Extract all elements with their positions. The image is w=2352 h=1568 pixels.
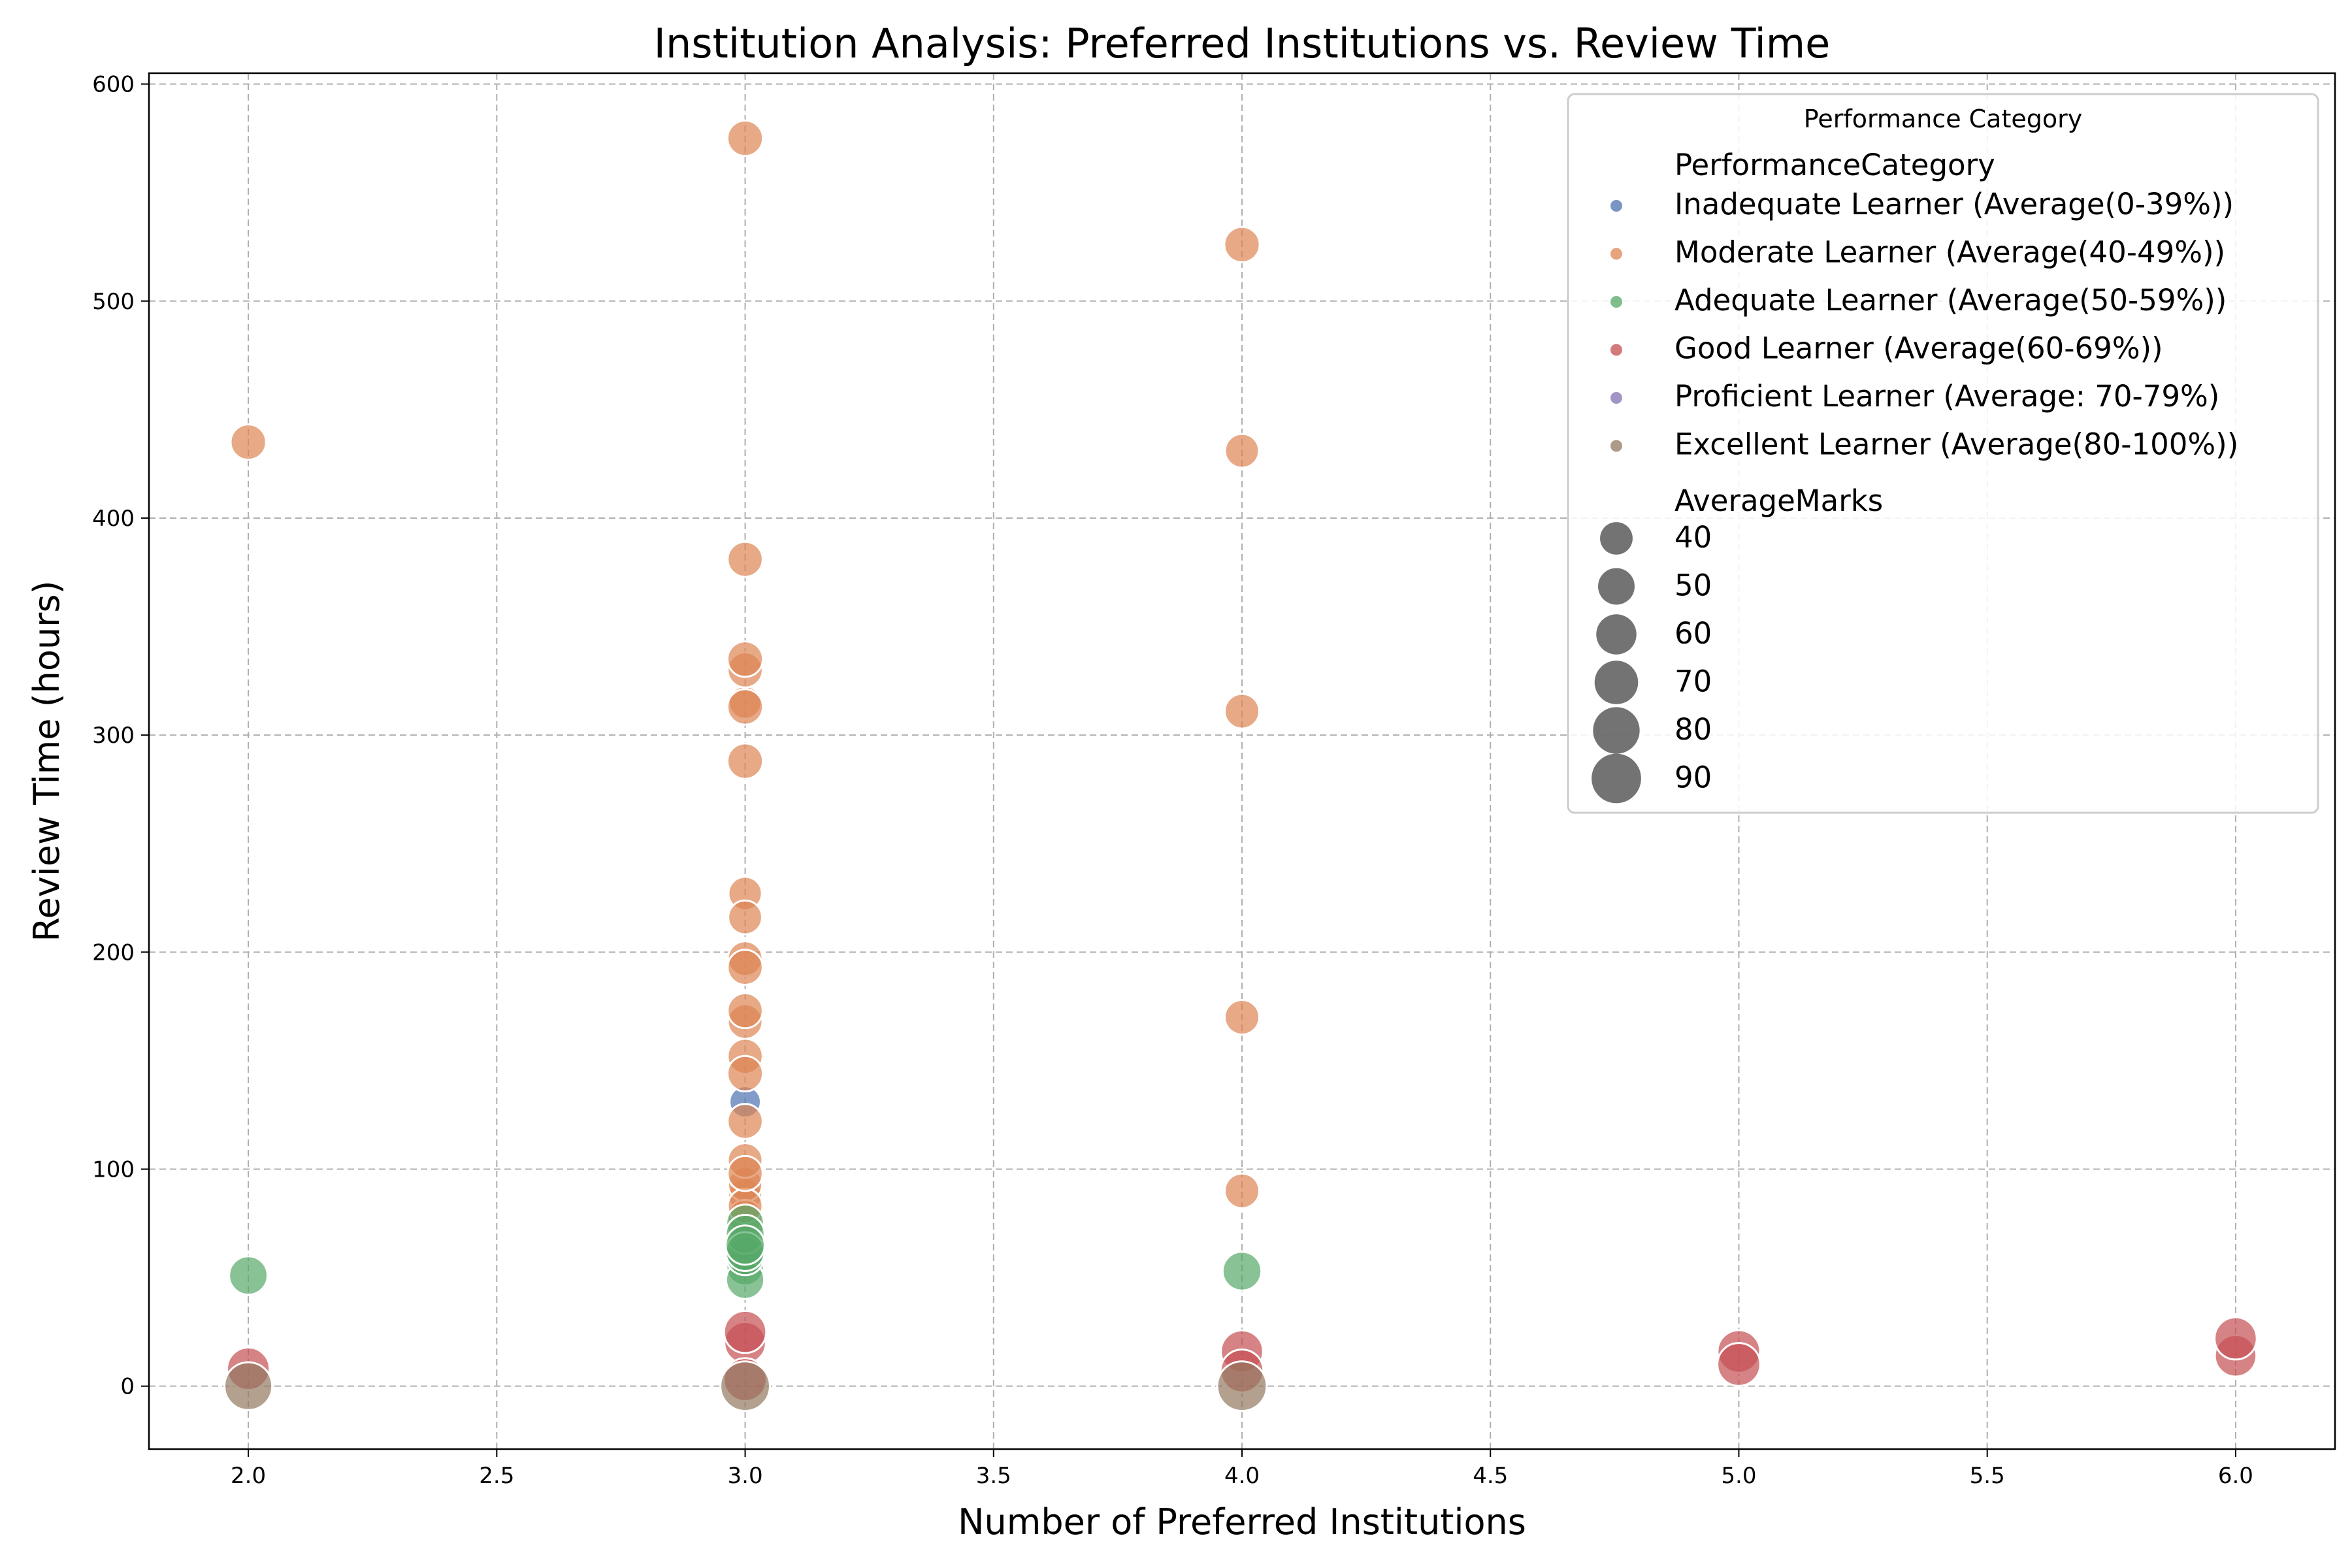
legend-size-marker: [1598, 568, 1635, 605]
legend-size-marker: [1593, 707, 1640, 754]
scatter-point: [726, 120, 764, 157]
scatter-point: [223, 1361, 274, 1411]
legend-color-marker: [1610, 440, 1622, 452]
legend-size-label: 40: [1674, 520, 1712, 555]
legend-title: Performance Category: [1804, 105, 2082, 133]
legend-size-marker: [1592, 753, 1641, 804]
scatter-point: [228, 1255, 269, 1296]
y-axis-label: Review Time (hours): [26, 580, 67, 941]
scatter-point: [1224, 433, 1260, 469]
scatter-point: [727, 992, 764, 1030]
scatter-point: [2213, 1316, 2258, 1361]
scatter-point: [727, 540, 764, 578]
x-tick-label: 3.5: [976, 1463, 1011, 1489]
scatter-point: [727, 1154, 764, 1192]
scatter-point: [727, 899, 763, 936]
scatter-point: [725, 1224, 766, 1266]
scatter-point: [726, 688, 764, 726]
scatter-point: [726, 640, 764, 678]
legend-series-label: Proficient Learner (Average: 70-79%): [1674, 379, 2219, 414]
x-tick-label: 2.5: [479, 1463, 514, 1489]
legend-frame: [1567, 93, 2319, 814]
scatter-point: [229, 423, 267, 461]
x-tick-label: 2.0: [231, 1463, 266, 1489]
legend-size-marker: [1594, 661, 1639, 704]
legend-series-label: Inadequate Learner (Average(0-39%)): [1674, 187, 2234, 221]
scatter-point: [727, 949, 764, 986]
legend-size-label: 70: [1674, 664, 1712, 699]
scatter-point: [1223, 998, 1261, 1036]
y-tick-label: 100: [92, 1156, 135, 1183]
legend-series-label: Moderate Learner (Average(40-49%)): [1674, 235, 2225, 270]
x-tick-label: 3.0: [728, 1463, 763, 1489]
legend-size-label: 60: [1674, 616, 1712, 651]
x-tick-label: 6.0: [2218, 1463, 2253, 1489]
scatter-point: [727, 1103, 764, 1140]
scatter-point: [723, 1309, 768, 1354]
x-axis-label: Number of Preferred Institutions: [958, 1501, 1526, 1543]
scatter-point: [1221, 1250, 1263, 1292]
x-tick-label: 4.0: [1224, 1463, 1260, 1489]
y-tick-label: 400: [92, 506, 135, 532]
x-axis-ticks: 2.0 2.5 3.0 3.5 4.0 4.5 5.0 5.5 6.0: [231, 1449, 2253, 1489]
scatter-point: [726, 742, 764, 780]
legend-size-marker: [1600, 522, 1633, 555]
legend-series-label: Excellent Learner (Average(80-100%)): [1674, 427, 2238, 462]
y-tick-label: 500: [92, 289, 135, 315]
legend-size-label: 90: [1674, 760, 1712, 795]
legend-size-label: 80: [1674, 712, 1712, 747]
scatter-point: [1216, 1360, 1268, 1413]
legend-color-marker: [1610, 248, 1622, 260]
legend-color-marker: [1610, 296, 1622, 308]
x-tick-label: 5.0: [1721, 1463, 1756, 1489]
scatter-point: [1223, 693, 1261, 730]
scatter-point: [1223, 1172, 1261, 1209]
y-tick-label: 200: [92, 939, 135, 966]
legend-color-marker: [1610, 392, 1622, 404]
chart-title: Institution Analysis: Preferred Institut…: [654, 20, 1831, 67]
x-tick-label: 4.5: [1473, 1463, 1508, 1489]
legend-size-title: AverageMarks: [1674, 483, 1883, 518]
legend-color-marker: [1610, 344, 1622, 356]
scatter-point: [1716, 1342, 1761, 1387]
scatter-point: [1223, 225, 1261, 264]
legend-size-label: 50: [1674, 568, 1712, 603]
legend: Performance Category PerformanceCategory…: [1567, 93, 2319, 814]
legend-color-marker: [1610, 200, 1622, 212]
scatter-point: [719, 1360, 771, 1413]
y-tick-label: 600: [92, 72, 135, 98]
y-axis-ticks: 0 100 200 300 400 500 600: [92, 72, 149, 1400]
legend-hue-title: PerformanceCategory: [1674, 148, 1995, 182]
legend-size-marker: [1596, 614, 1637, 655]
legend-series-label: Good Learner (Average(60-69%)): [1674, 331, 2163, 366]
y-tick-label: 300: [92, 723, 135, 749]
scatter-point: [726, 1054, 764, 1092]
x-tick-label: 5.5: [1970, 1463, 2005, 1489]
y-tick-label: 0: [120, 1374, 135, 1400]
data-points: [223, 120, 2258, 1413]
legend-series-label: Adequate Learner (Average(50-59%)): [1674, 283, 2227, 318]
